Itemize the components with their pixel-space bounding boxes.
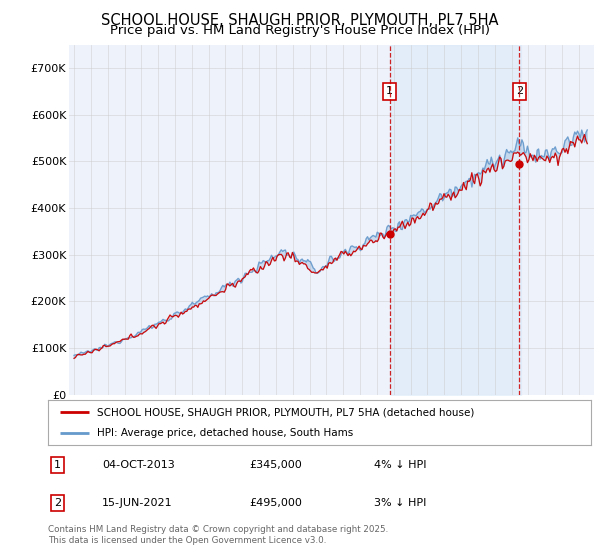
- Point: [514, 160, 524, 169]
- Text: 04-OCT-2013: 04-OCT-2013: [103, 460, 175, 470]
- Text: Contains HM Land Registry data © Crown copyright and database right 2025.
This d: Contains HM Land Registry data © Crown c…: [48, 525, 388, 545]
- Text: £495,000: £495,000: [249, 498, 302, 508]
- Text: 1: 1: [386, 86, 393, 96]
- Text: 1: 1: [54, 460, 61, 470]
- Text: SCHOOL HOUSE, SHAUGH PRIOR, PLYMOUTH, PL7 5HA: SCHOOL HOUSE, SHAUGH PRIOR, PLYMOUTH, PL…: [101, 13, 499, 29]
- Text: 2: 2: [54, 498, 61, 508]
- Text: 15-JUN-2021: 15-JUN-2021: [103, 498, 173, 508]
- Point: [385, 230, 394, 239]
- Text: HPI: Average price, detached house, South Hams: HPI: Average price, detached house, Sout…: [97, 428, 353, 438]
- Text: 2: 2: [516, 86, 523, 96]
- Text: 3% ↓ HPI: 3% ↓ HPI: [374, 498, 426, 508]
- Text: Price paid vs. HM Land Registry's House Price Index (HPI): Price paid vs. HM Land Registry's House …: [110, 24, 490, 37]
- Text: £345,000: £345,000: [249, 460, 302, 470]
- Text: 4% ↓ HPI: 4% ↓ HPI: [374, 460, 426, 470]
- Text: SCHOOL HOUSE, SHAUGH PRIOR, PLYMOUTH, PL7 5HA (detached house): SCHOOL HOUSE, SHAUGH PRIOR, PLYMOUTH, PL…: [97, 408, 474, 418]
